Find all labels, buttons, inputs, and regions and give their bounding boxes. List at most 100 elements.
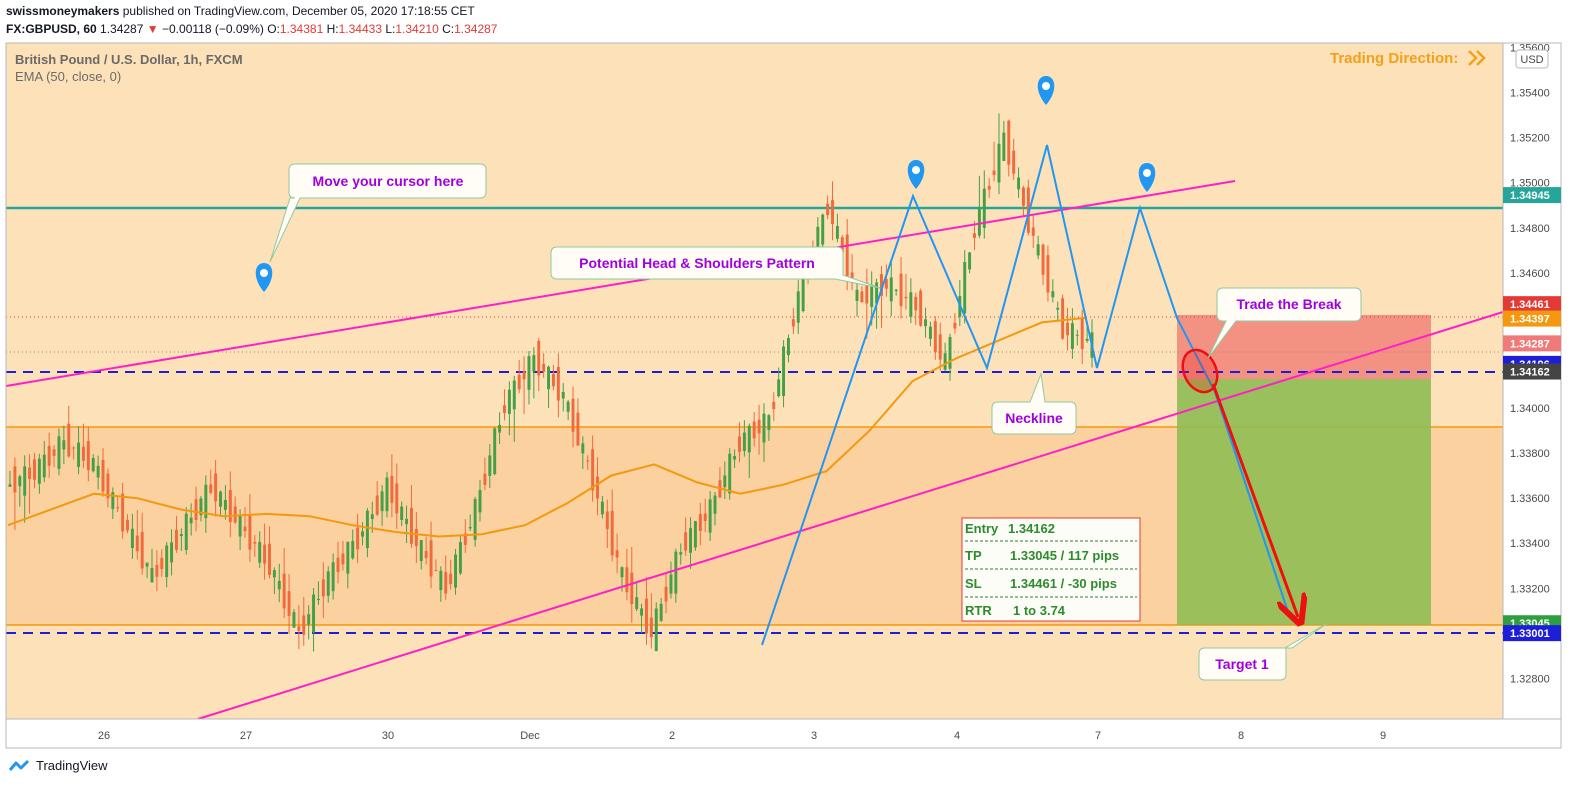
candle-body bbox=[409, 507, 413, 544]
candle-body bbox=[723, 475, 727, 488]
candle-body bbox=[155, 564, 159, 577]
y-tick-label: 1.34000 bbox=[1510, 403, 1550, 415]
candle-body bbox=[933, 321, 937, 353]
candle-body bbox=[331, 562, 335, 592]
candle-body bbox=[8, 484, 12, 487]
candle-body bbox=[243, 526, 247, 532]
candle-body bbox=[826, 203, 830, 216]
candle-body bbox=[963, 262, 967, 314]
candle-body bbox=[370, 514, 374, 520]
candle-body bbox=[987, 186, 991, 190]
break-circle[interactable] bbox=[1176, 344, 1224, 397]
candle-body bbox=[747, 425, 751, 453]
x-tick-label: 9 bbox=[1380, 730, 1386, 742]
candle-body bbox=[703, 513, 707, 522]
candle-body bbox=[914, 296, 918, 311]
candle-body bbox=[507, 389, 511, 414]
price-tag bbox=[1503, 625, 1561, 642]
candle-body bbox=[179, 534, 183, 537]
candle-body bbox=[498, 424, 502, 433]
price-tag-text: 1.34461 bbox=[1510, 299, 1550, 311]
candle-body bbox=[219, 491, 222, 507]
x-tick-label: 4 bbox=[954, 730, 960, 742]
candle-body bbox=[111, 492, 115, 509]
candle-body bbox=[860, 291, 864, 303]
price-axis-labels: 1.349451.344611.343971.342871.341961.341… bbox=[1503, 187, 1561, 642]
candle-body bbox=[591, 449, 595, 491]
upper-trendline[interactable] bbox=[5, 180, 1236, 387]
close-value: 1.34287 bbox=[454, 22, 498, 36]
ema-legend[interactable]: EMA (50, close, 0) bbox=[15, 69, 121, 84]
candle-body bbox=[130, 528, 134, 549]
left-pin-icon[interactable] bbox=[255, 263, 273, 292]
candle-body bbox=[101, 459, 105, 492]
x-tick-label: 26 bbox=[98, 730, 110, 742]
time-axis[interactable] bbox=[5, 718, 1562, 749]
candle-body bbox=[855, 289, 859, 301]
cursor-hint-callout[interactable]: Move your cursor here bbox=[269, 163, 487, 263]
candle-body bbox=[762, 413, 766, 443]
candle-body bbox=[786, 338, 790, 356]
x-tick-label: 30 bbox=[382, 730, 394, 742]
ema-line[interactable] bbox=[7, 316, 1086, 538]
candle-body bbox=[297, 626, 301, 631]
y-tick-label: 1.35400 bbox=[1510, 88, 1550, 100]
candle-body bbox=[1085, 338, 1089, 341]
double-chevron-icon bbox=[1468, 50, 1486, 66]
candle-body bbox=[414, 529, 418, 547]
candle-body bbox=[635, 597, 639, 610]
candle-body bbox=[81, 446, 85, 461]
head-shoulders-pattern-path[interactable] bbox=[761, 144, 1291, 646]
author-name[interactable]: swissmoneymakers bbox=[6, 4, 120, 18]
take-profit-zone[interactable] bbox=[1177, 379, 1431, 625]
candle-body bbox=[174, 529, 178, 550]
candle-body bbox=[547, 366, 551, 390]
candle-body bbox=[145, 562, 149, 567]
candle-body bbox=[253, 541, 257, 544]
neckline-callout[interactable]: Neckline bbox=[991, 372, 1077, 435]
candle-body bbox=[57, 436, 61, 469]
candle-body bbox=[537, 340, 541, 376]
price-change: −0.00118 (−0.09%) bbox=[162, 22, 264, 36]
price-axis[interactable] bbox=[1502, 42, 1562, 720]
candle-body bbox=[767, 415, 771, 430]
tradingview-footer[interactable]: TradingView bbox=[8, 758, 108, 773]
candle-body bbox=[605, 511, 609, 530]
candle-body bbox=[801, 270, 805, 312]
cursor-hint-text: Move your cursor here bbox=[313, 173, 464, 189]
price-tag bbox=[1503, 187, 1561, 204]
rtr-value: 1 to 3.74 bbox=[1013, 603, 1066, 618]
candle-body bbox=[899, 273, 903, 307]
right-shoulder-pin-icon[interactable] bbox=[1138, 163, 1156, 192]
lower-trendline[interactable] bbox=[197, 311, 1504, 720]
target-arrow[interactable] bbox=[1211, 383, 1298, 617]
trade-break-text: Trade the Break bbox=[1236, 296, 1341, 312]
candle-body bbox=[816, 226, 820, 265]
ohlc-header: FX:GBPUSD, 60 1.34287 ▼ −0.00118 (−0.09%… bbox=[6, 22, 497, 36]
candle-body bbox=[527, 356, 531, 390]
candle-body bbox=[728, 453, 732, 494]
candle-body bbox=[106, 473, 110, 499]
trade-break-callout[interactable]: Trade the Break bbox=[1207, 287, 1362, 359]
candle-body bbox=[640, 608, 644, 616]
target-callout[interactable]: Target 1 bbox=[1198, 623, 1327, 681]
instrument-legend[interactable]: British Pound / U.S. Dollar, 1h, FXCM bbox=[15, 52, 243, 67]
left-shoulder-pin-icon[interactable] bbox=[907, 160, 925, 189]
candle-body bbox=[796, 291, 800, 323]
pattern-callout[interactable]: Potential Head & Shoulders Pattern bbox=[550, 246, 881, 289]
candle-body bbox=[1012, 150, 1016, 174]
candle-body bbox=[361, 531, 364, 537]
candle-body bbox=[439, 570, 443, 591]
candle-body bbox=[52, 449, 56, 456]
candle-body bbox=[928, 326, 932, 339]
head-pin-icon[interactable] bbox=[1037, 76, 1055, 105]
candle-body bbox=[875, 282, 879, 304]
candle-body bbox=[400, 506, 404, 520]
candle-body bbox=[953, 322, 957, 329]
candle-body bbox=[150, 568, 154, 583]
currency-button[interactable]: USD bbox=[1515, 49, 1549, 69]
trading-direction-label: Trading Direction: bbox=[1330, 50, 1458, 67]
entry-label: Entry bbox=[965, 521, 999, 536]
candle-body bbox=[831, 200, 834, 225]
